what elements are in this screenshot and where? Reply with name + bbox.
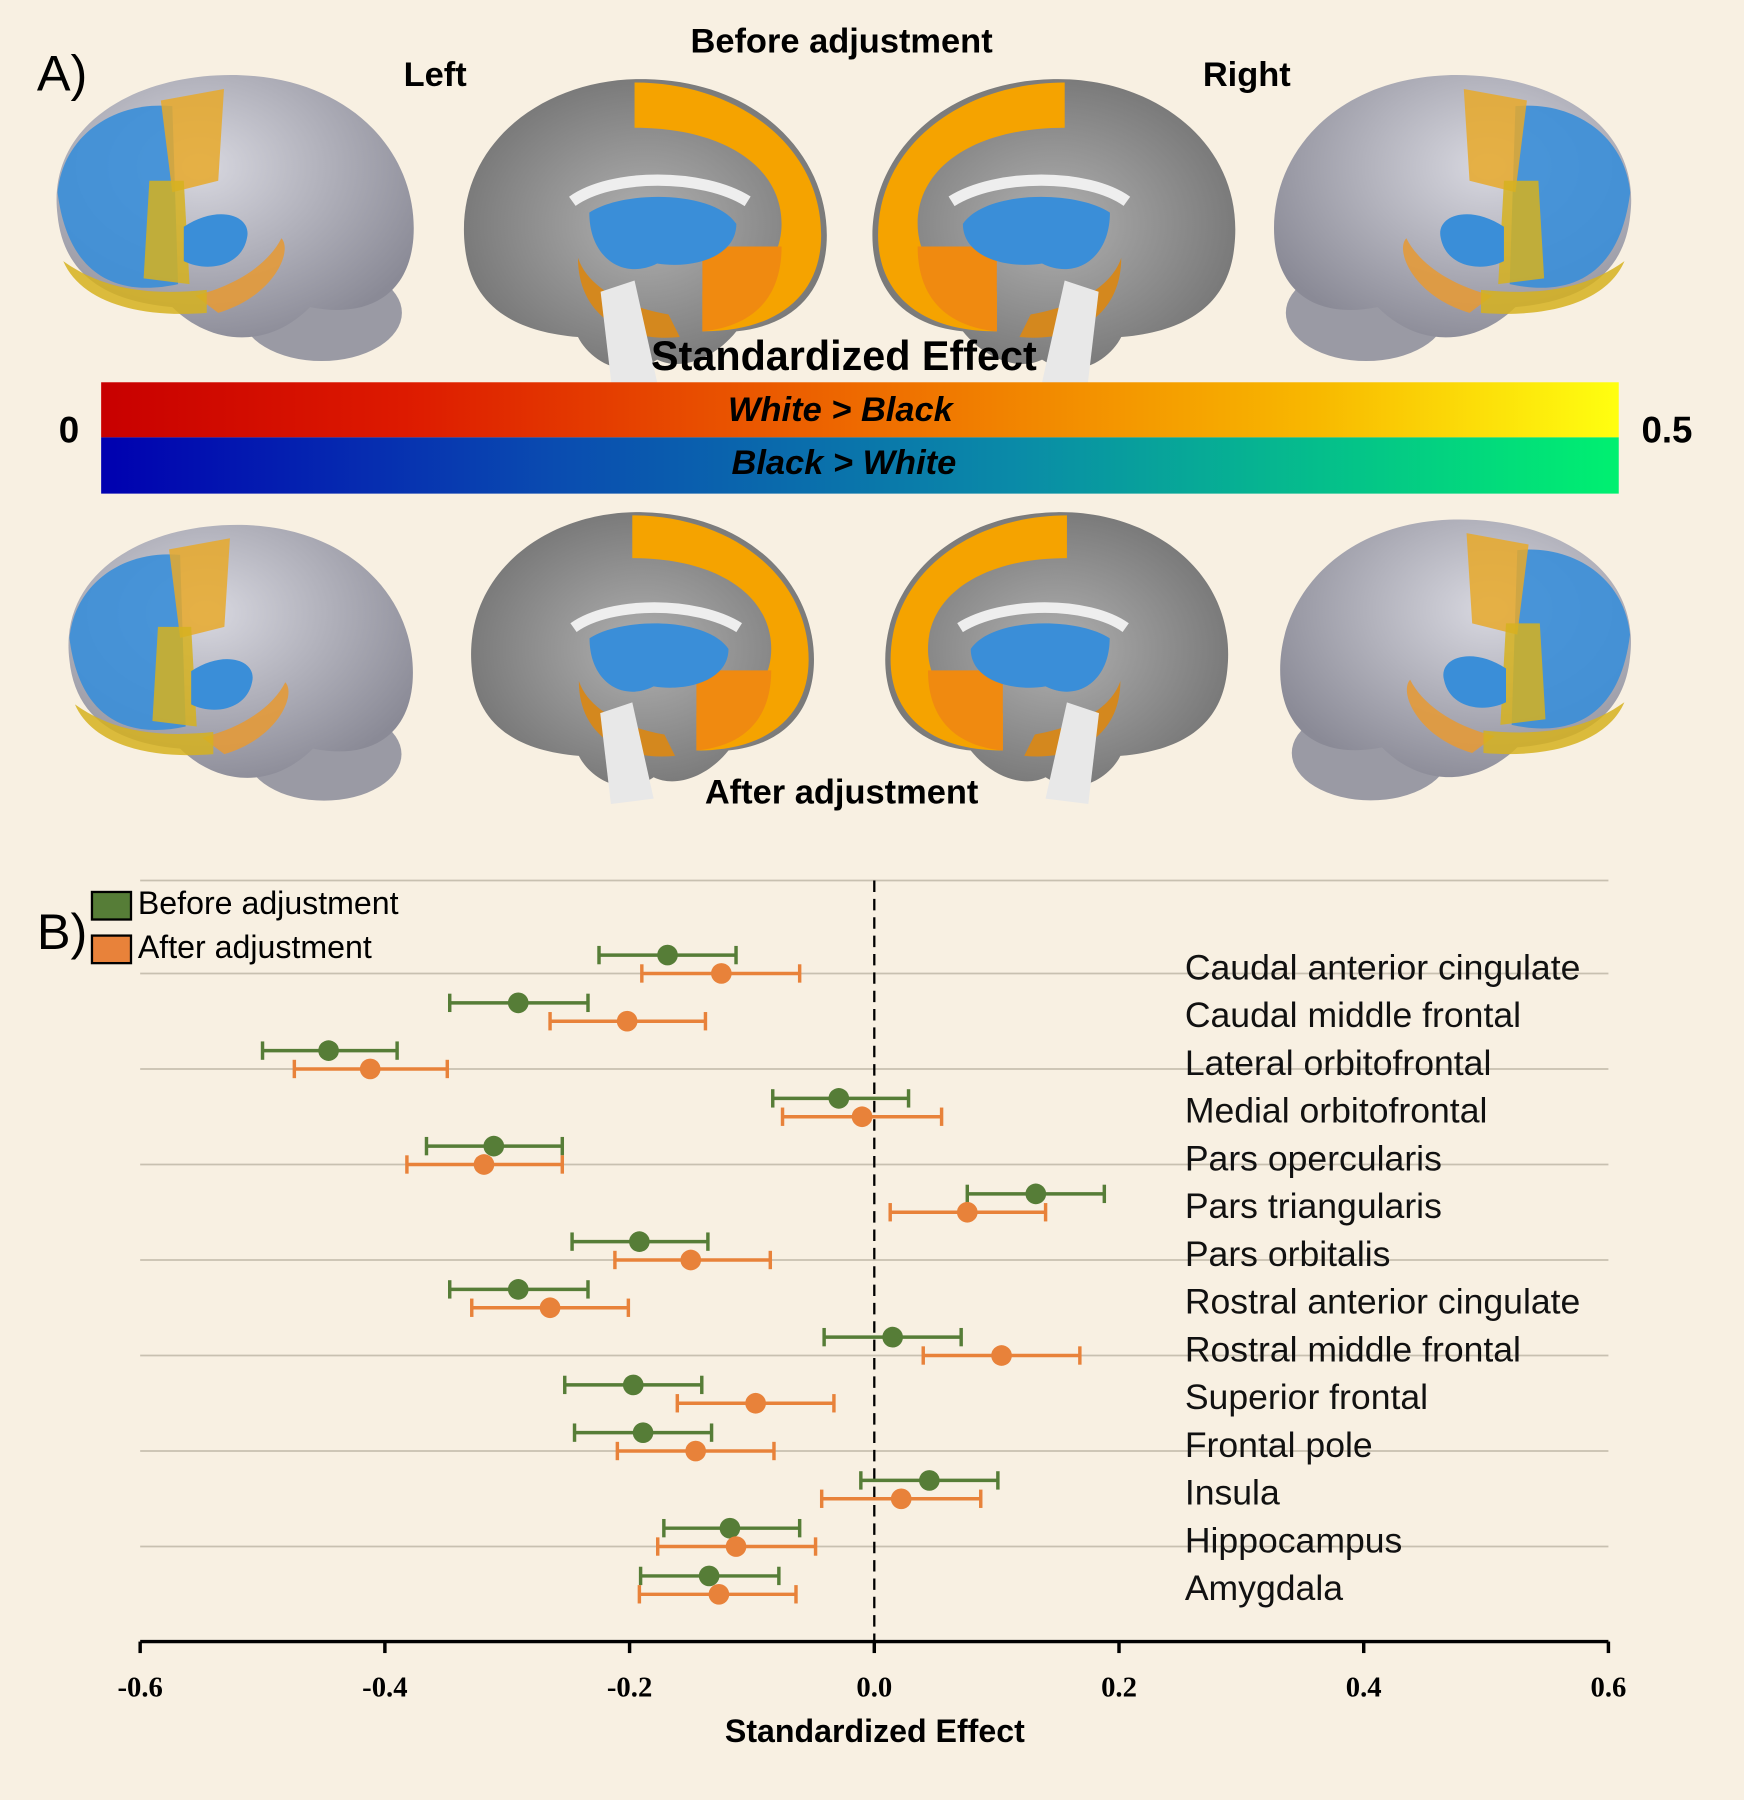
category-label: Medial orbitofrontal — [1185, 1091, 1488, 1131]
colorbar-title: Standardized Effect — [651, 333, 1037, 379]
panel-label: A) — [37, 44, 88, 101]
bottom-title: After adjustment — [705, 773, 979, 811]
category-label: Caudal middle frontal — [1185, 995, 1521, 1035]
x-tick-label: -0.4 — [362, 1671, 407, 1703]
x-tick-label: 0.6 — [1590, 1671, 1626, 1703]
point — [685, 1440, 706, 1462]
right-label: Right — [1203, 56, 1291, 94]
point — [698, 1565, 720, 1587]
point — [919, 1470, 940, 1491]
legend-label: Before adjustment — [138, 885, 399, 921]
colorbar-max: 0.5 — [1641, 409, 1692, 450]
point — [359, 1058, 381, 1080]
point — [318, 1040, 339, 1061]
category-label: Amygdala — [1185, 1568, 1343, 1608]
x-tick-label: 0.2 — [1101, 1671, 1137, 1703]
point — [473, 1154, 495, 1175]
point — [882, 1326, 903, 1348]
colorbar-min: 0 — [59, 409, 79, 450]
category-label: Pars triangularis — [1185, 1186, 1442, 1226]
point — [507, 1279, 529, 1300]
colorbar-upper — [101, 382, 1619, 438]
category-label: Frontal pole — [1185, 1425, 1373, 1465]
category-label: Lateral orbitofrontal — [1185, 1043, 1492, 1083]
legend-swatch — [90, 890, 133, 921]
point — [680, 1249, 702, 1271]
point — [745, 1392, 766, 1414]
x-tick-label: 0.0 — [856, 1671, 892, 1703]
legend-label: After adjustment — [138, 929, 372, 965]
category-label: Rostral middle frontal — [1185, 1329, 1521, 1369]
category-label: Insula — [1185, 1473, 1280, 1513]
point — [725, 1536, 747, 1557]
category-label: Rostral anterior cingulate — [1185, 1282, 1581, 1322]
category-label: Pars orbitalis — [1185, 1234, 1391, 1274]
left-label: Left — [404, 56, 468, 94]
point — [890, 1488, 912, 1510]
point — [851, 1106, 873, 1128]
point — [956, 1201, 978, 1223]
point — [629, 1231, 650, 1252]
x-axis-label: Standardized Effect — [725, 1713, 1025, 1749]
point — [657, 944, 678, 966]
x-tick-label: 0.4 — [1346, 1671, 1382, 1703]
category-label: Superior frontal — [1185, 1377, 1428, 1417]
point — [632, 1422, 654, 1443]
point — [483, 1135, 505, 1157]
category-label: Pars opercularis — [1185, 1138, 1442, 1178]
point — [711, 963, 732, 984]
legend-swatch — [90, 934, 133, 965]
category-label: Hippocampus — [1185, 1520, 1403, 1560]
point — [719, 1517, 741, 1539]
colorbar-lower — [101, 437, 1619, 494]
point — [616, 1010, 638, 1032]
x-tick-label: -0.2 — [607, 1671, 652, 1703]
x-tick-label: -0.6 — [117, 1671, 162, 1703]
colorbar-lower-label: Black > White — [731, 444, 956, 482]
point — [507, 992, 529, 1014]
point — [1025, 1183, 1047, 1205]
panel-label: B) — [37, 903, 88, 960]
point — [828, 1088, 850, 1109]
point — [991, 1345, 1012, 1366]
point — [622, 1374, 644, 1396]
colorbar-upper-label: White > Black — [728, 391, 955, 429]
point — [539, 1297, 561, 1319]
point — [708, 1583, 730, 1605]
top-title: Before adjustment — [690, 23, 993, 61]
category-label: Caudal anterior cingulate — [1185, 947, 1581, 987]
